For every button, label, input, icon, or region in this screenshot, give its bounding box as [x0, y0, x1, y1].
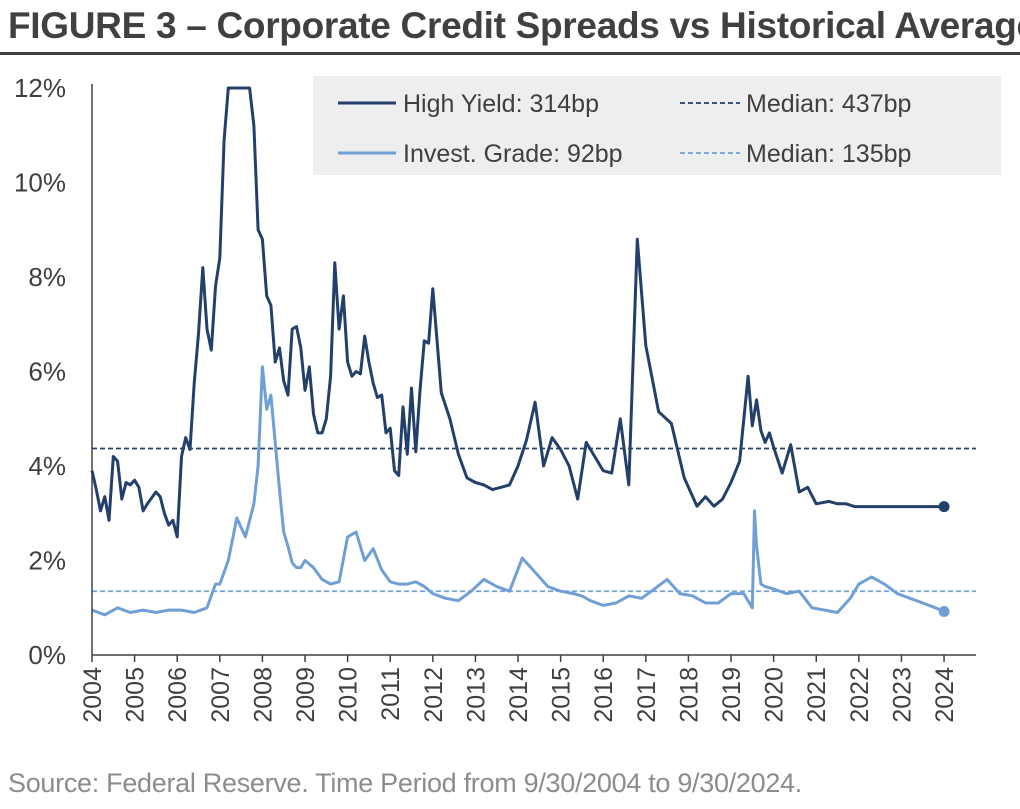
- source-note: Source: Federal Reserve. Time Period fro…: [8, 768, 802, 798]
- figure-title: FIGURE 3 – Corporate Credit Spreads vs H…: [8, 5, 1020, 46]
- x-tick-label: 2010: [335, 667, 363, 723]
- y-tick-label: 10%: [14, 168, 66, 198]
- invest-grade-series-line: [91, 365, 945, 617]
- series-lines: [90, 86, 950, 618]
- x-tick-label: 2023: [888, 667, 916, 723]
- x-tick-label: 2006: [164, 667, 192, 723]
- axes: [91, 84, 976, 656]
- x-tick-label: 2007: [207, 667, 235, 723]
- x-tick-label: 2024: [931, 667, 959, 723]
- y-tick-label: 0%: [28, 640, 66, 670]
- x-tick-label: 2020: [761, 667, 789, 723]
- x-tick-label: 2012: [420, 667, 448, 723]
- x-tick-label: 2018: [675, 667, 703, 723]
- legend-box: [313, 76, 1001, 175]
- legend-label-high-yield: High Yield: 314bp: [403, 90, 599, 118]
- x-tick-label: 2022: [846, 667, 874, 723]
- legend-label-high-yield-median: Median: 437bp: [746, 90, 911, 118]
- x-tick-label: 2009: [292, 667, 320, 723]
- x-tick-label: 2011: [377, 667, 405, 721]
- x-tick-label: 2005: [122, 667, 150, 723]
- y-tick-label: 12%: [14, 73, 66, 103]
- legend-label-invest-grade-median: Median: 135bp: [746, 140, 911, 168]
- y-tick-label: 8%: [28, 262, 66, 292]
- x-tick-label: 2004: [79, 667, 107, 723]
- x-tick-label: 2017: [633, 667, 661, 723]
- x-tick-label: 2016: [590, 667, 618, 723]
- x-tick-label: 2015: [548, 667, 576, 723]
- title-divider: [0, 52, 1020, 55]
- high-yield-end-point: [938, 501, 950, 513]
- y-tick-label: 4%: [28, 451, 66, 481]
- invest-grade-end-point: [938, 606, 950, 618]
- x-tick-label: 2008: [249, 667, 277, 723]
- credit-spreads-chart: 0%2%4%6%8%10%12% 2004 2005 2006 2007 2008 200…: [14, 73, 1001, 723]
- x-tick-label: 2014: [505, 667, 533, 723]
- x-tick-label: 2013: [462, 667, 490, 723]
- high-yield-series-line: [90, 86, 944, 539]
- median-lines: [92, 447, 976, 593]
- y-axis-ticks: 0% 2% 4% 6% 8% 10% 12%: [14, 73, 66, 670]
- legend: High Yield: 314bp Median: 437bp Invest. Gr…: [313, 76, 1001, 175]
- y-tick-label: 6%: [28, 357, 66, 387]
- legend-label-invest-grade: Invest. Grade: 92bp: [403, 140, 623, 168]
- x-tick-label: 2021: [803, 667, 831, 723]
- x-axis-ticks: 2004 2005 2006 2007 2008 2009 2010 2011 2012 2013…: [79, 655, 959, 723]
- y-tick-label: 2%: [28, 546, 66, 576]
- x-tick-label: 2019: [718, 667, 746, 723]
